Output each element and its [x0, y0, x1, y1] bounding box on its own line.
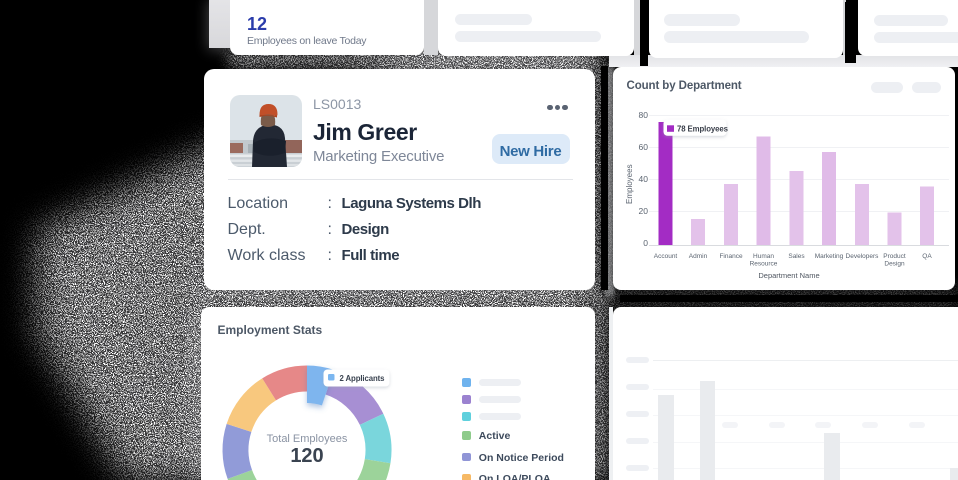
svg-text:0: 0 — [643, 238, 648, 248]
svg-text:Sales: Sales — [788, 253, 805, 260]
svg-text:2 Applicants: 2 Applicants — [340, 374, 386, 383]
svg-text:Department Name: Department Name — [758, 271, 819, 280]
svg-text:60: 60 — [639, 142, 649, 152]
svg-text:Admin: Admin — [689, 253, 708, 260]
svg-text:Finance: Finance — [719, 253, 743, 260]
svg-text:QA: QA — [922, 253, 932, 260]
svg-text:20: 20 — [639, 206, 649, 216]
svg-text:Developers: Developers — [846, 253, 880, 260]
svg-text:80: 80 — [639, 110, 649, 120]
svg-text:78 Employees: 78 Employees — [677, 125, 729, 134]
svg-text:Product: Product — [883, 253, 906, 260]
svg-text:Design: Design — [884, 261, 905, 268]
svg-text:Resource: Resource — [750, 261, 778, 268]
svg-text:Marketing: Marketing — [815, 253, 844, 260]
svg-text:Employees: Employees — [625, 164, 634, 204]
svg-text:Human: Human — [753, 253, 774, 260]
svg-text:Account: Account — [654, 253, 678, 260]
svg-text:40: 40 — [639, 174, 649, 184]
